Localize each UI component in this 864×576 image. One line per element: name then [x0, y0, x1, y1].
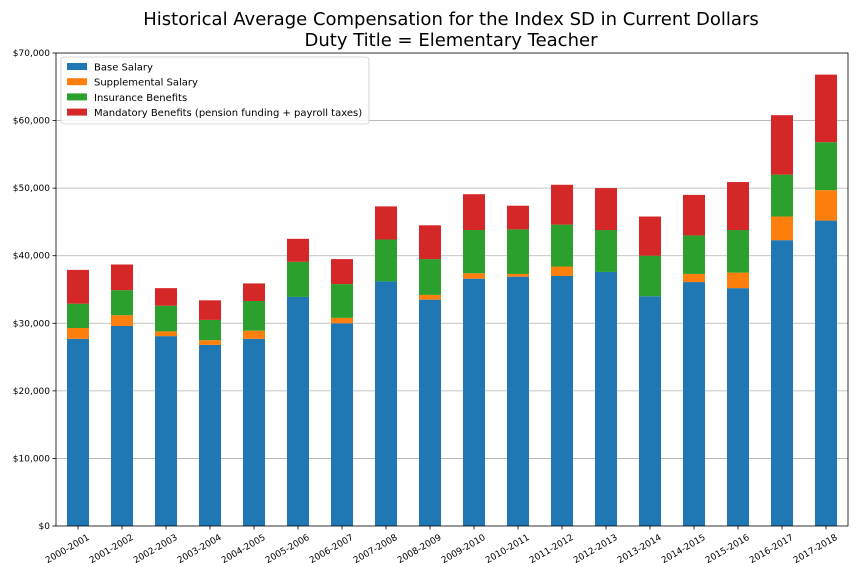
bar-segment: [463, 230, 485, 274]
bar-segment: [551, 275, 573, 526]
chart-title: Historical Average Compensation for the …: [143, 9, 758, 30]
bar-segment: [67, 328, 89, 339]
bar-segment: [67, 303, 89, 329]
y-tick-label: $10,000: [13, 454, 50, 464]
y-axis-ticks: $0 $10,000 $20,000 $30,000 $40,000 $50,000 $60…: [13, 49, 56, 532]
bar-segment: [727, 182, 749, 231]
bar-segment: [331, 259, 353, 285]
bar-segment: [683, 273, 705, 283]
bar-segment: [507, 229, 529, 274]
legend-swatch: [67, 63, 87, 70]
bar-segment: [287, 261, 309, 297]
legend-label: Mandatory Benefits (pension funding + pa…: [94, 108, 362, 119]
bar-segment: [507, 273, 529, 277]
legend: Base Salary Supplemental Salary Insurance …: [60, 56, 370, 125]
bar-segment: [111, 315, 133, 326]
bar-segment: [419, 299, 441, 526]
bar-segment: [111, 325, 133, 526]
legend-swatch: [67, 93, 87, 101]
bar-segment: [771, 115, 793, 175]
bar-segment: [551, 184, 573, 225]
chart-subtitle: Duty Title = Elementary Teacher: [305, 30, 599, 51]
bar-segment: [639, 216, 661, 256]
bar-segment: [243, 283, 265, 301]
bar-segment: [815, 142, 837, 191]
bar-segment: [331, 284, 353, 318]
y-tick-label: $60,000: [13, 117, 50, 127]
bar-segment: [287, 238, 309, 262]
bar-segment: [199, 319, 221, 341]
bar-segment: [375, 206, 397, 240]
bar-segment: [683, 194, 705, 236]
bar-segment: [331, 317, 353, 324]
bar-segment: [815, 74, 837, 143]
bar-segment: [463, 278, 485, 526]
axes-frame: [55, 52, 849, 527]
legend-label: Supplemental Salary: [94, 78, 198, 89]
bar-segment: [199, 344, 221, 526]
bar-segment: [727, 230, 749, 273]
bar-segment: [111, 290, 133, 316]
bar-segment: [155, 288, 177, 306]
bar-segment: [507, 205, 529, 230]
y-tick-label: $0: [39, 522, 51, 532]
bar-segment: [771, 240, 793, 526]
bar-segment: [463, 194, 485, 231]
legend-box: [60, 56, 370, 125]
bar-segment: [595, 188, 617, 231]
bar-segment: [155, 336, 177, 526]
bar-segment: [771, 216, 793, 241]
bar-segment: [111, 264, 133, 291]
bar-segment: [595, 230, 617, 272]
y-tick-label: $70,000: [13, 49, 50, 59]
bar-segment: [683, 282, 705, 526]
bars: [67, 74, 837, 526]
bar-segment: [331, 323, 353, 526]
bar-segment: [243, 338, 265, 526]
y-tick-label: $20,000: [13, 387, 50, 397]
bar-segment: [551, 224, 573, 267]
bar-segment: [67, 269, 89, 304]
bar-segment: [243, 330, 265, 339]
bar-segment: [155, 305, 177, 332]
bar-segment: [375, 281, 397, 526]
bar-segment: [419, 225, 441, 260]
bar-segment: [595, 271, 617, 526]
legend-label: Base Salary: [94, 63, 153, 74]
bar-segment: [155, 331, 177, 337]
bar-segment: [639, 255, 661, 297]
gridlines: [56, 120, 848, 459]
bar-segment: [375, 239, 397, 282]
legend-swatch: [67, 78, 87, 86]
bar-segment: [463, 273, 485, 279]
bar-segment: [727, 288, 749, 526]
bar-segment: [815, 220, 837, 526]
y-tick-label: $30,000: [13, 319, 50, 329]
bar-segment: [67, 338, 89, 526]
y-tick-label: $40,000: [13, 252, 50, 262]
bar-segment: [639, 296, 661, 526]
y-tick-label: $50,000: [13, 184, 50, 194]
bar-segment: [419, 259, 441, 295]
bar-segment: [419, 294, 441, 300]
bar-segment: [243, 300, 265, 331]
legend-swatch: [67, 108, 87, 116]
legend-label: Insurance Benefits: [94, 93, 187, 104]
bar-segment: [551, 266, 573, 276]
bar-segment: [199, 300, 221, 320]
bar-segment: [771, 174, 793, 217]
bar-segment: [199, 340, 221, 345]
bar-segment: [683, 235, 705, 274]
bar-segment: [287, 296, 309, 526]
bar-segment: [727, 272, 749, 289]
bar-segment: [507, 276, 529, 526]
bar-segment: [815, 190, 837, 221]
